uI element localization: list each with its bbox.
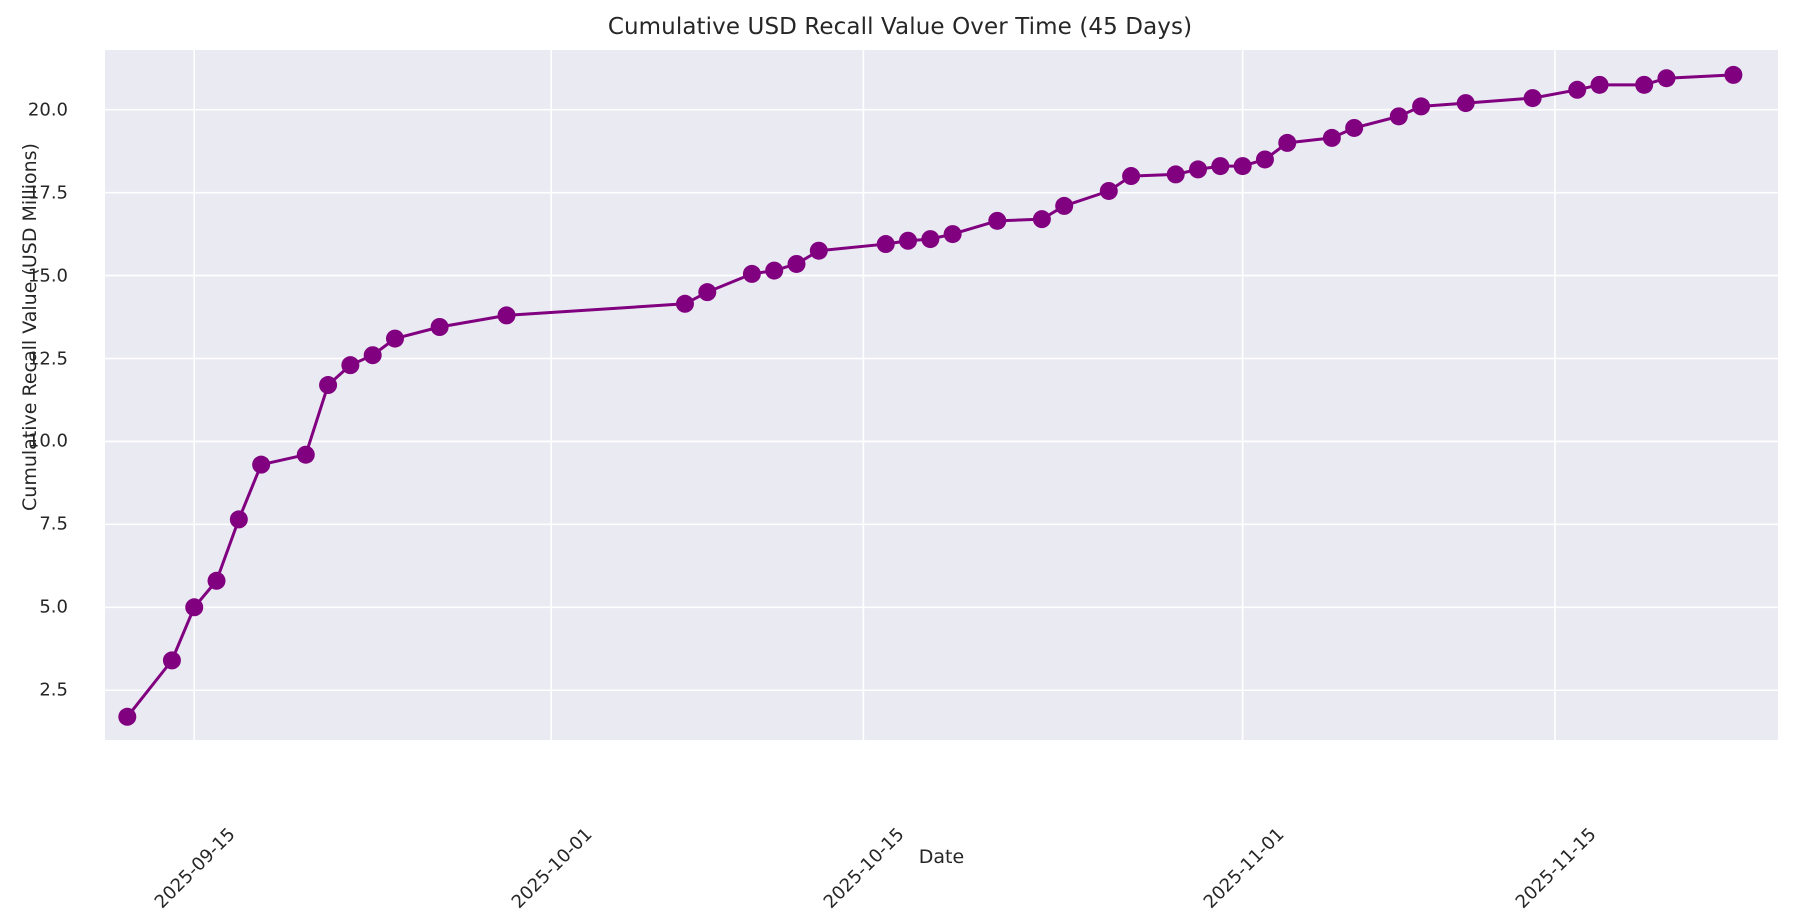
data-point-marker bbox=[1322, 128, 1341, 147]
x-tick-label: 2025-11-01 bbox=[1199, 823, 1289, 913]
data-point-marker bbox=[988, 211, 1007, 230]
data-point-marker bbox=[1099, 181, 1118, 200]
data-point-marker bbox=[1724, 65, 1743, 84]
data-point-marker bbox=[118, 707, 137, 726]
x-tick-label: 2025-11-15 bbox=[1511, 823, 1601, 913]
x-tick-label: 2025-10-01 bbox=[507, 823, 597, 913]
x-tick-label: 2025-09-15 bbox=[150, 823, 240, 913]
data-point-marker bbox=[252, 455, 271, 474]
data-point-marker bbox=[1568, 80, 1587, 99]
data-point-marker bbox=[319, 376, 338, 395]
data-point-marker bbox=[1657, 69, 1676, 88]
data-point-marker bbox=[921, 230, 940, 249]
data-point-marker bbox=[1255, 150, 1274, 169]
data-point-marker bbox=[1055, 196, 1074, 215]
x-tick-label: 2025-10-15 bbox=[820, 823, 909, 913]
data-point-marker bbox=[430, 318, 449, 336]
data-point-marker bbox=[1211, 157, 1230, 176]
data-point-marker bbox=[787, 254, 806, 273]
data-point-marker bbox=[1389, 107, 1408, 126]
plot-area bbox=[105, 50, 1778, 740]
data-point-marker bbox=[1122, 167, 1141, 186]
line-chart-svg bbox=[105, 50, 1778, 740]
data-point-marker bbox=[809, 241, 828, 260]
data-point-marker bbox=[1345, 118, 1364, 137]
data-point-marker bbox=[1590, 75, 1609, 94]
data-point-marker bbox=[742, 264, 761, 283]
data-point-marker bbox=[1635, 75, 1654, 94]
gridlines bbox=[105, 50, 1778, 740]
data-point-marker bbox=[1278, 133, 1297, 152]
x-axis-label: Date bbox=[918, 846, 965, 868]
data-point-marker bbox=[1233, 157, 1252, 176]
data-point-marker bbox=[363, 346, 382, 365]
data-point-marker bbox=[876, 235, 895, 254]
data-point-marker bbox=[1189, 160, 1208, 179]
data-point-marker bbox=[207, 571, 226, 590]
data-point-marker bbox=[698, 283, 717, 302]
series-markers bbox=[118, 65, 1743, 726]
data-point-marker bbox=[1412, 97, 1431, 116]
data-point-marker bbox=[385, 329, 404, 348]
data-point-marker bbox=[162, 651, 181, 670]
data-point-marker bbox=[497, 306, 516, 325]
data-point-marker bbox=[675, 294, 694, 313]
chart-title: Cumulative USD Recall Value Over Time (4… bbox=[607, 14, 1193, 40]
data-point-marker bbox=[1166, 165, 1185, 184]
data-point-marker bbox=[943, 225, 962, 244]
data-point-marker bbox=[229, 510, 248, 529]
data-point-marker bbox=[765, 261, 784, 280]
data-point-marker bbox=[1523, 89, 1542, 108]
data-point-marker bbox=[1032, 210, 1051, 229]
data-point-marker bbox=[296, 445, 315, 464]
series-line bbox=[125, 73, 1735, 719]
data-point-marker bbox=[899, 231, 918, 250]
data-point-marker bbox=[341, 356, 360, 375]
data-point-marker bbox=[185, 598, 204, 617]
y-tick-label: 2.5 bbox=[39, 679, 68, 701]
y-axis-label: Cumulative Recall Value (USD Millions) bbox=[19, 143, 41, 511]
data-point-marker bbox=[1456, 94, 1475, 113]
